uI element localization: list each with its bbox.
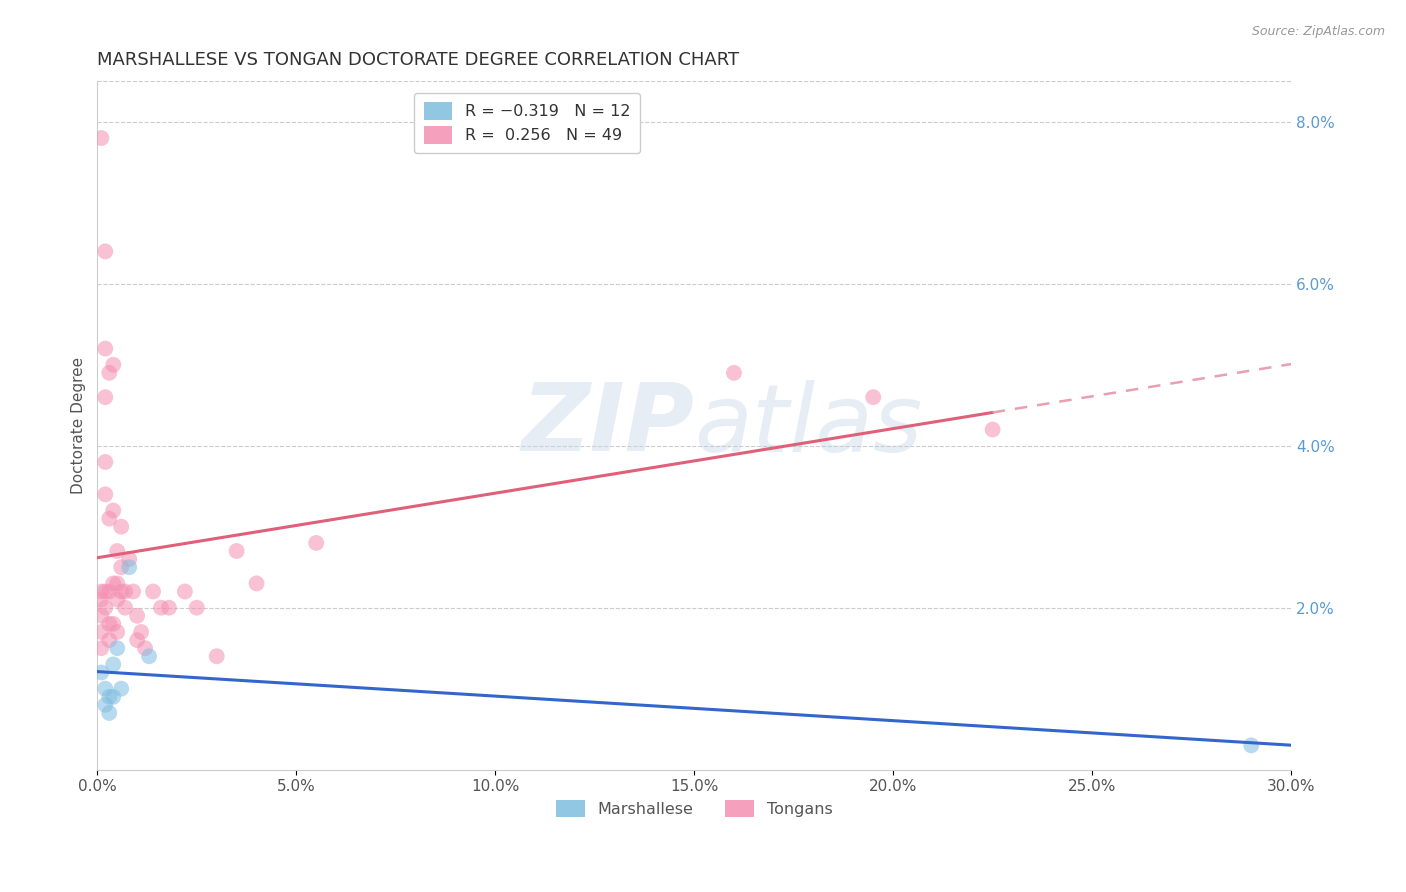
Point — [118, 552, 141, 566]
Point — [225, 544, 247, 558]
Text: ZIP: ZIP — [522, 379, 695, 472]
Point — [862, 390, 884, 404]
Point — [127, 633, 149, 648]
Y-axis label: Doctorate Degree: Doctorate Degree — [72, 357, 86, 494]
Point — [127, 608, 149, 623]
Point — [114, 584, 136, 599]
Point — [94, 244, 117, 259]
Point — [122, 584, 145, 599]
Point — [103, 616, 125, 631]
Point — [1240, 739, 1263, 753]
Point — [90, 641, 112, 656]
Point — [134, 641, 156, 656]
Point — [105, 544, 128, 558]
Point — [142, 584, 165, 599]
Point — [114, 600, 136, 615]
Point — [723, 366, 745, 380]
Point — [186, 600, 208, 615]
Point — [94, 390, 117, 404]
Point — [173, 584, 195, 599]
Point — [110, 584, 132, 599]
Point — [94, 698, 117, 712]
Point — [981, 423, 1004, 437]
Point — [94, 600, 117, 615]
Point — [150, 600, 173, 615]
Point — [98, 633, 121, 648]
Point — [90, 584, 112, 599]
Point — [138, 649, 160, 664]
Point — [98, 706, 121, 720]
Point — [205, 649, 228, 664]
Point — [157, 600, 180, 615]
Point — [103, 576, 125, 591]
Point — [90, 131, 112, 145]
Point — [94, 342, 117, 356]
Point — [103, 657, 125, 672]
Point — [110, 681, 132, 696]
Point — [110, 560, 132, 574]
Point — [90, 665, 112, 680]
Point — [105, 625, 128, 640]
Point — [94, 681, 117, 696]
Point — [98, 511, 121, 525]
Point — [105, 576, 128, 591]
Point — [105, 641, 128, 656]
Point — [90, 608, 112, 623]
Point — [94, 584, 117, 599]
Point — [103, 503, 125, 517]
Point — [245, 576, 267, 591]
Point — [98, 690, 121, 704]
Point — [98, 616, 121, 631]
Point — [94, 455, 117, 469]
Point — [305, 536, 328, 550]
Point — [90, 625, 112, 640]
Legend: Marshallese, Tongans: Marshallese, Tongans — [550, 793, 839, 823]
Text: MARSHALLESE VS TONGAN DOCTORATE DEGREE CORRELATION CHART: MARSHALLESE VS TONGAN DOCTORATE DEGREE C… — [97, 51, 740, 69]
Point — [98, 584, 121, 599]
Point — [98, 366, 121, 380]
Point — [94, 487, 117, 501]
Point — [103, 690, 125, 704]
Point — [90, 592, 112, 607]
Point — [129, 625, 152, 640]
Point — [110, 519, 132, 533]
Text: atlas: atlas — [695, 380, 922, 471]
Point — [105, 592, 128, 607]
Point — [103, 358, 125, 372]
Text: Source: ZipAtlas.com: Source: ZipAtlas.com — [1251, 25, 1385, 38]
Point — [118, 560, 141, 574]
